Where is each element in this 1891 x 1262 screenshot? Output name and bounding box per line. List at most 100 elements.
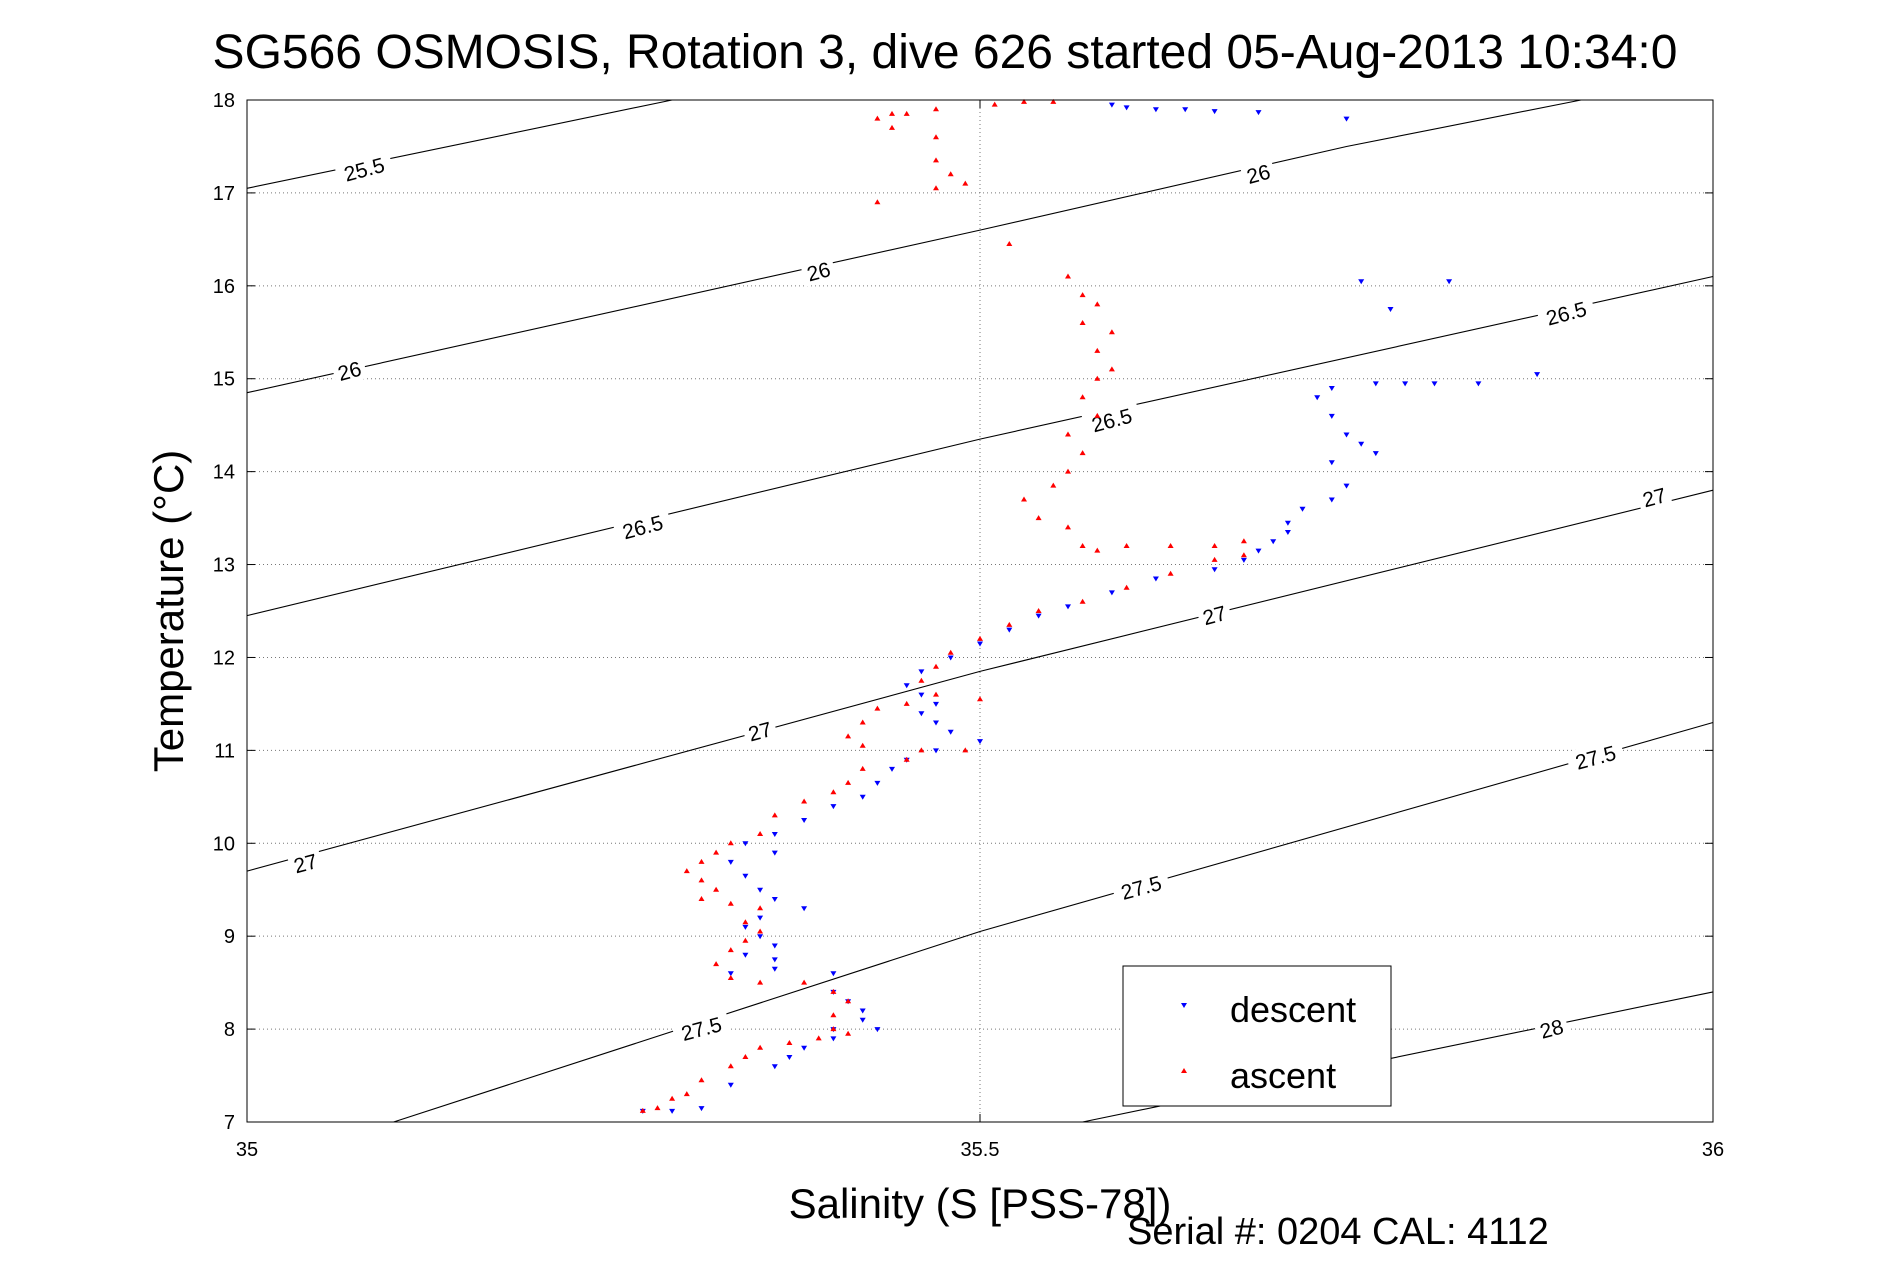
descent-point: [757, 934, 764, 940]
legend-ascent-marker: [1181, 1068, 1187, 1073]
descent-point: [1284, 520, 1291, 526]
isopycnal-label-text: 26.5: [1544, 298, 1589, 331]
ascent-point: [947, 171, 954, 177]
isopycnal-label-bg: [1110, 868, 1172, 906]
legend-descent-marker: [1181, 1003, 1187, 1008]
ascent-point: [727, 975, 734, 980]
y-tick-label: 10: [213, 833, 235, 855]
descent-point: [1475, 381, 1482, 387]
ascent-point: [845, 998, 852, 1004]
ascent-point: [1094, 547, 1101, 553]
ascent-point: [1079, 292, 1086, 298]
ascent-point: [859, 719, 866, 725]
isopycnal-label: 27: [286, 847, 324, 879]
serial-cal-footer: Serial #: 0204 CAL: 4112: [1127, 1211, 1549, 1253]
ascent-point: [1094, 347, 1101, 353]
descent-point: [742, 924, 749, 930]
descent-point: [1372, 381, 1379, 387]
descent-point: [1152, 576, 1159, 582]
isopycnal-label-bg: [1532, 1012, 1571, 1044]
isopycnal-label-bg: [1239, 157, 1277, 190]
ascent-point: [1065, 524, 1071, 530]
isopycnal-label: 27.5: [1110, 868, 1172, 906]
isopycnal-label-bg: [1635, 481, 1673, 513]
isopycnal-label-text: 27.5: [679, 1013, 724, 1046]
descent-point: [1270, 539, 1277, 545]
isopycnal-line: [246, 99, 1582, 394]
ascent-point: [830, 1026, 837, 1032]
isopycnal-label: 27: [1195, 598, 1233, 631]
descent-point: [1358, 441, 1365, 447]
ascent-point: [903, 700, 910, 706]
descent-point: [786, 1055, 793, 1060]
descent-point: [771, 957, 778, 963]
axis-ticks: 7 8 9 10 11 12 13 14 15 16 17 18 35 35.5 36: [213, 90, 1724, 1161]
descent-point: [742, 952, 749, 958]
isopycnal-label: 27.5: [1565, 737, 1626, 776]
descent-point: [1211, 109, 1218, 115]
ascent-point: [903, 110, 910, 116]
descent-point: [1299, 506, 1306, 512]
ascent-point: [1079, 598, 1086, 604]
descent-point: [801, 818, 808, 823]
y-tick-label: 16: [213, 276, 235, 298]
descent-point: [1328, 413, 1335, 419]
ascent-point: [698, 858, 705, 864]
ascent-point: [713, 961, 720, 967]
isopycnal-label-text: 25.5: [342, 154, 387, 187]
y-tick-label: 18: [213, 90, 235, 112]
isopycnal-label-bg: [671, 1009, 732, 1047]
descent-point: [1240, 557, 1247, 563]
legend-descent-label: descent: [1230, 989, 1356, 1030]
y-tick-label: 14: [213, 462, 235, 484]
ascent-point: [859, 742, 866, 748]
isopycnals: [246, 99, 1714, 1123]
ascent-point: [947, 649, 954, 655]
ascent-point: [1108, 329, 1115, 335]
isopycnal-label-text: 26.5: [620, 511, 665, 544]
descent-point: [1372, 451, 1379, 457]
descent-point: [933, 720, 939, 726]
descent-point: [918, 669, 925, 675]
isopycnal-label-bg: [1195, 598, 1233, 631]
descent-point: [771, 850, 778, 856]
ascent-point: [1211, 543, 1218, 548]
ascent-point: [727, 840, 734, 846]
isopycnal-label-bg: [1565, 737, 1626, 776]
isopycnal-label-bg: [286, 847, 324, 879]
isopycnal-label-bg: [330, 354, 368, 387]
descent-point: [1431, 381, 1438, 387]
ascent-point: [830, 988, 837, 994]
y-tick-label: 11: [214, 740, 235, 762]
descent-point: [742, 841, 749, 847]
ascent-point: [1006, 621, 1013, 627]
isopycnal-label: 27: [1635, 481, 1673, 513]
ascent-point: [1006, 241, 1013, 246]
descent-point: [1108, 590, 1115, 596]
isopycnal-label-text: 26.5: [1089, 405, 1134, 438]
ascent-point: [903, 756, 910, 762]
descent-point: [801, 1045, 808, 1051]
isopycnal-label-bg: [741, 715, 779, 747]
isopycnal-label: 26: [799, 255, 838, 287]
isopycnal-label: 27: [741, 715, 779, 747]
y-tick-label: 15: [213, 369, 235, 391]
y-tick-label: 7: [224, 1112, 235, 1134]
ascent-point: [1094, 301, 1101, 307]
isopycnal-label: 26.5: [1535, 293, 1597, 332]
data-points: [639, 98, 1541, 1114]
descent-point: [1006, 627, 1013, 633]
descent-point: [1534, 372, 1541, 378]
ascent-point: [727, 947, 734, 953]
descent-point: [1328, 460, 1335, 466]
ascent-point: [1167, 543, 1174, 548]
descent-point: [1284, 530, 1291, 535]
descent-point: [771, 832, 778, 837]
descent-point: [874, 1027, 881, 1033]
descent-point: [977, 641, 983, 647]
ascent-point: [669, 1095, 676, 1101]
isopycnal-label: 27.5: [671, 1009, 732, 1047]
ascent-point: [1079, 450, 1086, 456]
ascent-point: [639, 1107, 646, 1113]
